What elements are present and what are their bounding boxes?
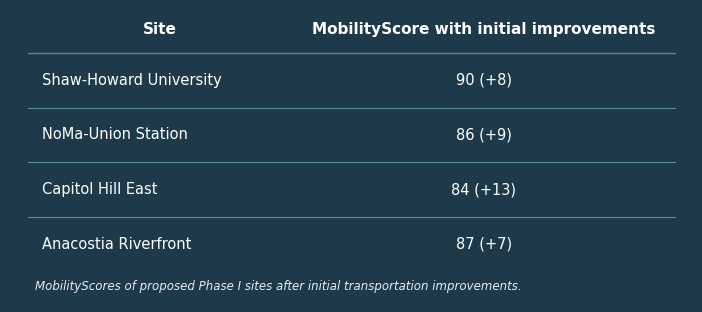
Text: 84 (+13): 84 (+13): [451, 182, 517, 197]
Text: MobilityScore with initial improvements: MobilityScore with initial improvements: [312, 22, 656, 37]
Text: Capitol Hill East: Capitol Hill East: [42, 182, 157, 197]
Text: Site: Site: [143, 22, 177, 37]
Text: 87 (+7): 87 (+7): [456, 236, 512, 252]
Text: 90 (+8): 90 (+8): [456, 73, 512, 88]
Text: NoMa-Union Station: NoMa-Union Station: [42, 127, 187, 143]
Text: Anacostia Riverfront: Anacostia Riverfront: [42, 236, 191, 252]
Text: 86 (+9): 86 (+9): [456, 127, 512, 143]
Text: MobilityScores of proposed Phase I sites after initial transportation improvemen: MobilityScores of proposed Phase I sites…: [35, 280, 522, 293]
Text: Shaw-Howard University: Shaw-Howard University: [42, 73, 222, 88]
